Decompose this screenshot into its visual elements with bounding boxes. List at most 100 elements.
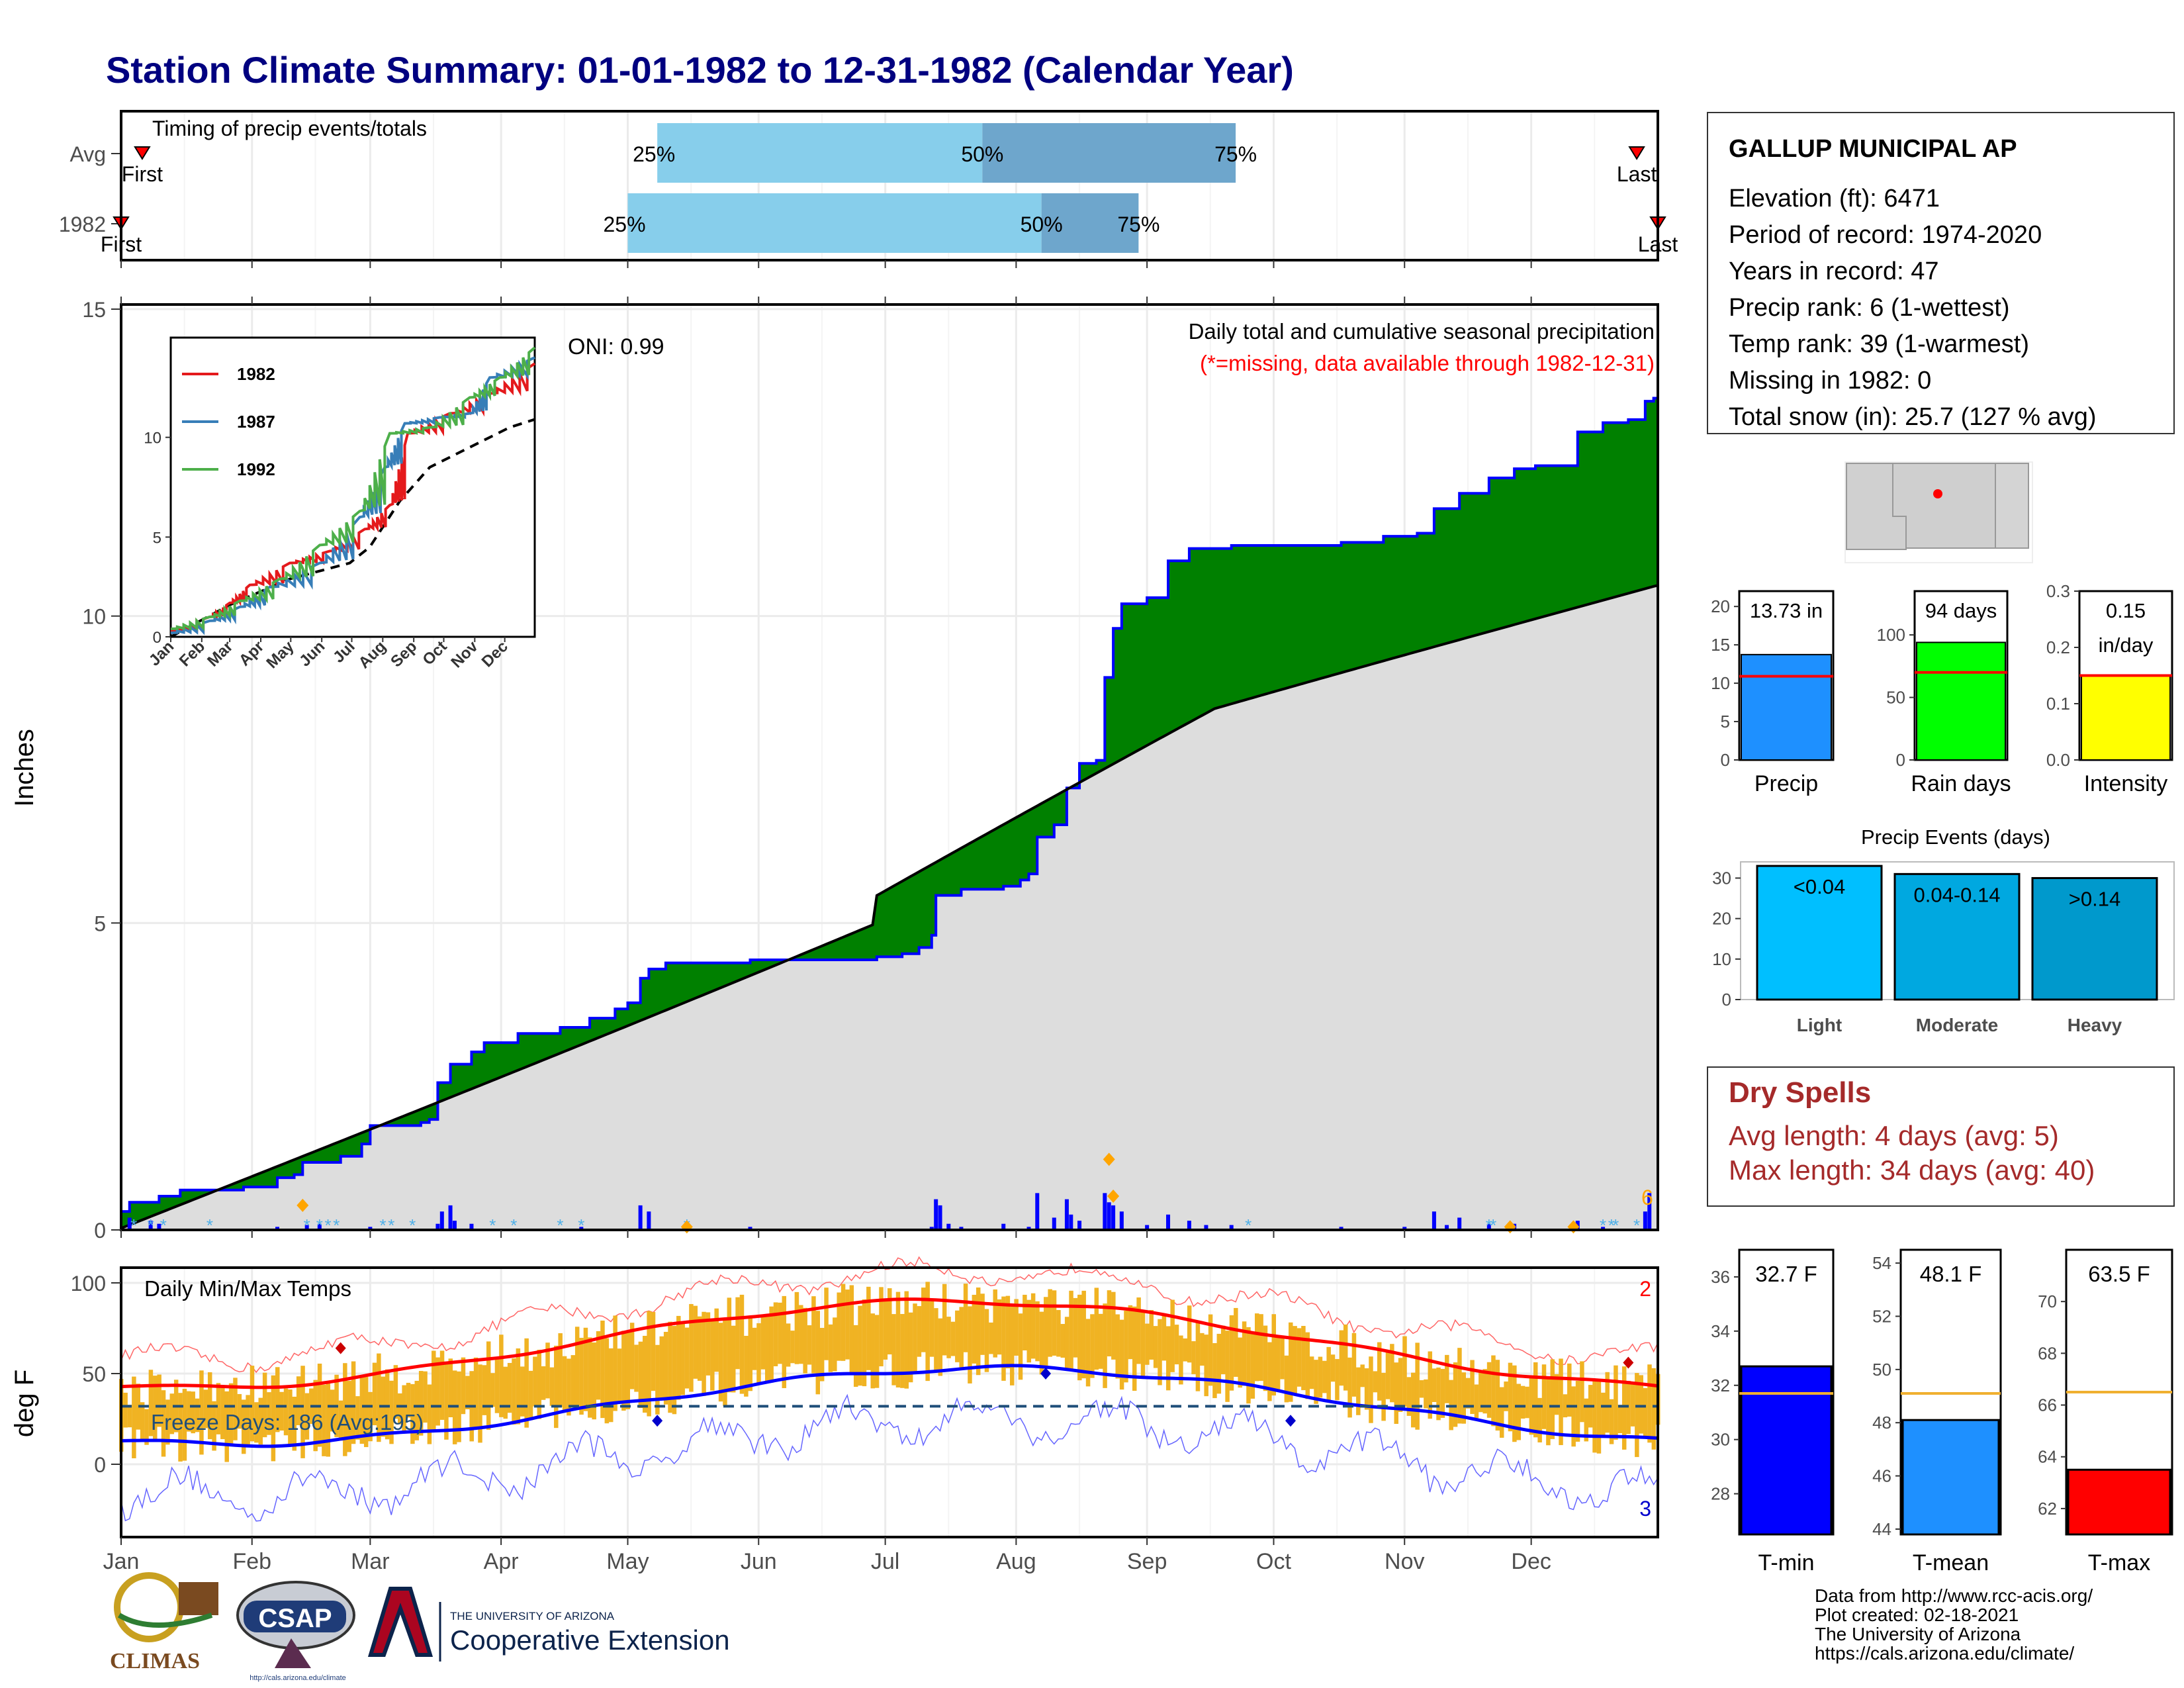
daily-temp-bar <box>313 1380 318 1452</box>
temp-bar-t-min <box>1740 1365 1833 1536</box>
dry-spells-box: Dry Spells Avg length: 4 days (avg: 5) M… <box>1707 1066 2175 1207</box>
daily-temp-bar <box>254 1402 259 1443</box>
inset-series-1987 <box>170 356 535 635</box>
daily-precip-bar <box>1077 1221 1082 1230</box>
daily-temp-bar <box>942 1284 947 1356</box>
daily-temp-bar <box>250 1366 255 1442</box>
daily-temp-bar <box>1546 1378 1551 1446</box>
daily-temp-bar <box>1360 1364 1365 1387</box>
csap-logo: CSAP http://cals.arizona.edu/climate <box>236 1581 355 1682</box>
daily-temp-bar <box>984 1309 989 1372</box>
month-label-may: May <box>606 1549 649 1574</box>
station-info-box: GALLUP MUNICIPAL AP Elevation (ft): 6471… <box>1707 112 2175 434</box>
daily-temp-bar <box>1289 1322 1293 1402</box>
daily-temp-bar <box>355 1396 360 1440</box>
daily-temp-bar <box>710 1320 715 1391</box>
summary-bar-rain-days <box>1916 641 2006 761</box>
daily-temp-bar <box>849 1285 854 1375</box>
daily-temp-bar <box>1394 1362 1398 1425</box>
daily-temp-bar <box>845 1289 850 1360</box>
daily-temp-bar <box>1229 1315 1234 1391</box>
daily-temp-bar <box>760 1317 766 1370</box>
daily-temp-bar <box>1326 1346 1331 1401</box>
timing-p50-label: 50% <box>961 142 1003 166</box>
snow-marker: * <box>409 1215 416 1235</box>
daily-precip-bar <box>1119 1211 1124 1230</box>
daily-temp-bar <box>1081 1290 1086 1379</box>
daily-temp-bar <box>1377 1342 1382 1401</box>
daily-temp-bar <box>592 1342 596 1420</box>
daily-temp-bar <box>503 1366 508 1419</box>
daily-temp-bar <box>414 1380 420 1440</box>
daily-temp-bar <box>1023 1294 1027 1350</box>
daily-temp-bar <box>123 1392 128 1428</box>
temp-bar-label: T-max <box>2088 1550 2150 1575</box>
daily-temp-bar <box>782 1295 787 1389</box>
month-label-jun: Jun <box>741 1549 777 1574</box>
daily-temp-bar <box>537 1349 542 1419</box>
daily-temp-bar <box>765 1315 770 1382</box>
daily-precip-bar <box>1035 1193 1040 1230</box>
timing-bar-50-75 <box>1041 193 1139 253</box>
daily-precip-bar <box>275 1227 280 1230</box>
daily-precip-bar <box>435 1223 440 1230</box>
daily-precip-bar <box>938 1205 942 1230</box>
daily-temp-bar <box>1314 1360 1318 1404</box>
daily-temp-bar <box>368 1391 373 1442</box>
daily-temp-bar <box>1474 1384 1479 1419</box>
daily-temp-bar <box>997 1299 1002 1355</box>
snow-marker: * <box>130 1215 137 1235</box>
month-label-feb: Feb <box>232 1549 271 1574</box>
daily-temp-bar <box>1419 1380 1424 1398</box>
month-label-oct: Oct <box>1256 1549 1291 1574</box>
events-bar-range: 0.04-0.14 <box>1914 883 2001 906</box>
daily-temp-bar <box>1512 1365 1517 1442</box>
daily-temp-bar <box>1305 1332 1310 1399</box>
temp-y-label: 68 <box>2038 1343 2057 1363</box>
snow-marker: * <box>160 1215 167 1235</box>
events-y-label: 10 <box>1712 949 1731 969</box>
daily-temp-bar <box>629 1323 635 1389</box>
daily-temp-bar <box>224 1391 229 1462</box>
daily-temp-bar <box>900 1313 905 1388</box>
daily-precip-bar <box>1204 1225 1208 1230</box>
daily-temp-bar <box>132 1376 136 1458</box>
daily-temp-bar <box>1267 1342 1272 1401</box>
daily-temp-bar <box>1166 1326 1171 1391</box>
temps-frame <box>120 1266 1659 1538</box>
daily-temp-bar <box>668 1321 672 1413</box>
temp-y-label: 66 <box>2038 1395 2057 1415</box>
inset-legend-label: 1987 <box>237 412 275 432</box>
daily-temp-bar <box>1398 1358 1403 1412</box>
timing-bar-50-75 <box>982 123 1236 183</box>
daily-temp-bar <box>579 1338 584 1415</box>
timing-bar-25-50 <box>627 193 1042 253</box>
daily-temp-bar <box>237 1393 242 1429</box>
station-location-marker <box>1933 489 1942 498</box>
daily-temp-bar <box>929 1301 934 1357</box>
snow-marker: * <box>557 1215 563 1235</box>
daily-temp-bar <box>1094 1288 1099 1370</box>
daily-temp-bar <box>1204 1335 1208 1397</box>
daily-temp-bar <box>925 1282 930 1382</box>
y-tick-label: 0 <box>94 1453 106 1477</box>
daily-temp-bar <box>1044 1297 1048 1369</box>
summary-y-label: 0 <box>1721 750 1730 770</box>
daily-temp-bar <box>794 1291 799 1364</box>
events-bar-moderate <box>1893 872 2021 1001</box>
daily-temp-bar <box>1060 1324 1066 1358</box>
daily-temp-bar <box>241 1399 246 1454</box>
daily-temp-bar <box>913 1303 917 1372</box>
summary-y-label: 0.2 <box>2046 637 2070 657</box>
daily-temp-bar <box>1499 1387 1504 1438</box>
events-bar-label: Moderate <box>1916 1015 1998 1035</box>
daily-precip-bar <box>1187 1221 1191 1230</box>
daily-temp-bar <box>1107 1290 1112 1357</box>
daily-temp-bar <box>212 1401 216 1451</box>
daily-temp-bar <box>663 1331 668 1405</box>
daily-precip-bar <box>1647 1193 1652 1230</box>
temp-bar-value: 48.1 F <box>1920 1262 1982 1286</box>
daily-temp-bar <box>1085 1319 1091 1387</box>
daily-temp-bar <box>1064 1317 1069 1370</box>
